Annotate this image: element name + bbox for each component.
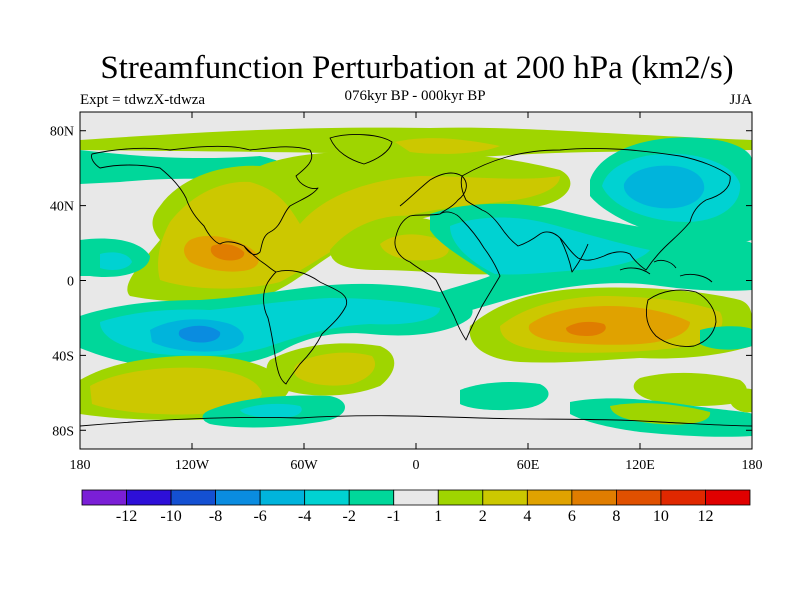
x-tick-label: 0 (413, 458, 420, 473)
colorbar-swatch (348, 489, 395, 506)
y-tick-label: 80N (50, 125, 74, 140)
contour-region-npacific-3 (623, 165, 705, 209)
experiment-label: Expt = tdwzX-tdwza (80, 92, 206, 108)
y-tick-label: 40S (52, 349, 74, 364)
y-tick-label: 40N (50, 200, 74, 215)
colorbar-label: 1 (434, 508, 443, 525)
colorbar-swatch (126, 489, 172, 506)
chart-title: Streamfunction Perturbation at 200 hPa (… (100, 50, 734, 86)
contour-region-camerica-dark (210, 244, 245, 261)
colorbar-label: 12 (697, 508, 714, 525)
map-field (80, 112, 752, 449)
coast-north-america (91, 145, 319, 255)
colorbar-swatch (393, 489, 439, 506)
coast-australia (645, 289, 717, 347)
coast-greenland (329, 134, 393, 165)
coast-antarctica (80, 415, 752, 427)
contour-region-indian-cyan (450, 217, 650, 275)
colorbar-swatch (482, 489, 528, 506)
colorbar-swatch (215, 489, 261, 506)
colorbar-swatch (571, 489, 617, 506)
x-tick-label: 60W (290, 458, 318, 473)
colorbar-label: -6 (253, 508, 267, 525)
colorbar-swatch (170, 489, 216, 506)
contour-region-southern-pac-east (730, 388, 752, 413)
colorbar-swatch (81, 489, 127, 506)
colorbar-label: -4 (297, 508, 312, 525)
x-tick-label: 120E (625, 458, 655, 473)
contour-region-australia-dark (566, 321, 606, 336)
colorbar-swatch (526, 489, 573, 506)
colorbar-label: -8 (208, 508, 223, 525)
colorbar-swatch (616, 489, 662, 506)
x-tick-label: 120W (175, 458, 210, 473)
x-tick-label: 180 (70, 458, 91, 473)
contour-region-natlantic-yellow (380, 234, 449, 261)
colorbar-label: -2 (342, 508, 356, 525)
x-axis: 180 120W 60W 0 60E 120E 180 (70, 112, 763, 473)
colorbar-label: 2 (478, 508, 487, 525)
coast-south-america (263, 270, 348, 385)
colorbar-swatch (304, 489, 350, 506)
y-axis: 80N 40N 0 40S 80S (50, 125, 752, 439)
contour-region-southern-atl (460, 382, 549, 411)
contour-region-southern-ind (633, 372, 747, 406)
contour-region-southern-aus-2 (610, 403, 711, 425)
contour-region-southern-drake-2 (240, 403, 302, 418)
colorbar-label: 10 (652, 508, 669, 525)
contour-region-satlantic-yellow (293, 352, 376, 386)
coastlines (80, 134, 752, 427)
contour-region-arctic-yellow (395, 138, 500, 154)
colorbar (81, 489, 751, 506)
colorbar-label: -10 (160, 508, 182, 525)
y-tick-label: 0 (67, 275, 74, 290)
x-tick-label: 180 (742, 458, 763, 473)
coast-india (559, 237, 589, 273)
colorbar-label: 4 (523, 508, 532, 525)
colorbar-swatch (705, 489, 751, 506)
contour-region-spacific-4 (178, 325, 221, 343)
contour-region-spac-mid-yellow (90, 367, 262, 415)
coast-central-america (243, 245, 277, 273)
coast-asia (460, 147, 731, 271)
period-label: 076kyr BP - 000kyr BP (344, 88, 486, 104)
colorbar-swatch (437, 489, 484, 506)
colorbar-label: 6 (567, 508, 576, 525)
contour-region-australia-orange (528, 306, 690, 345)
y-tick-label: 80S (52, 424, 74, 439)
x-tick-label: 60E (517, 458, 540, 473)
colorbar-swatch (259, 489, 306, 506)
coast-maritime-continent (619, 259, 713, 283)
colorbar-label: -12 (115, 508, 138, 525)
contour-region-tropacific-2 (100, 252, 132, 270)
coast-europe-africa (394, 172, 501, 341)
season-label: JJA (729, 92, 752, 108)
colorbar-label: -1 (387, 508, 401, 525)
colorbar-label: 8 (612, 508, 621, 525)
colorbar-swatch (660, 489, 706, 506)
